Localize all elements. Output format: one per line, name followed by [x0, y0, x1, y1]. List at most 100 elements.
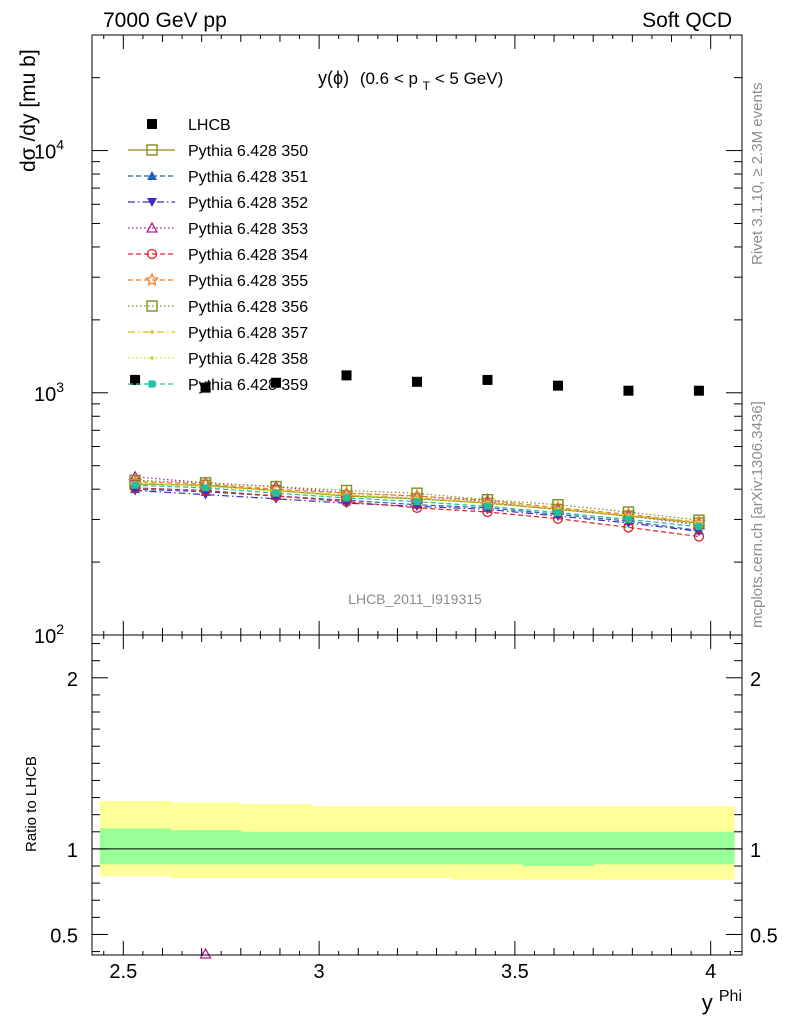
data-point: [695, 523, 703, 531]
ylabel-ratio: Ratio to LHCB: [23, 756, 40, 852]
band-inner-bin: [99, 828, 171, 865]
ratio-frame: [91, 634, 743, 956]
band-inner-bin: [663, 831, 735, 865]
band-inner-bin: [381, 831, 453, 865]
data-point: [554, 509, 562, 517]
data-point: [271, 377, 282, 388]
legend-label: Pythia 6.428 350: [188, 143, 308, 160]
ratio-y-tick-label-left: 1: [67, 840, 78, 862]
series-layer: [127, 370, 707, 959]
xlabel-base: y: [702, 990, 713, 1015]
data-point: [343, 494, 351, 502]
data-point: [483, 502, 491, 510]
data-point: [341, 370, 352, 381]
data-point: [150, 356, 154, 360]
legend-label: Pythia 6.428 358: [188, 351, 308, 368]
legend: LHCB Pythia 6.428 350 Pythia 6.428 351 Pyth…: [128, 117, 308, 394]
data-point: [144, 272, 160, 287]
data-point: [413, 498, 421, 506]
legend-label: LHCB: [188, 117, 231, 134]
x-tick-label: 4: [705, 961, 716, 983]
data-point: [272, 489, 280, 497]
data-point: [693, 531, 705, 542]
data-point: [150, 330, 154, 334]
xlabel: y Phi: [702, 988, 742, 1015]
legend-entry: Pythia 6.428 351: [128, 169, 308, 186]
y-tick-exp: 4: [56, 137, 64, 153]
series-line: [135, 487, 699, 538]
plot-title: y(ϕ) (0.6 < p T < 5 GeV): [318, 68, 503, 94]
ratio-y-tick-label-right: 0.5: [750, 925, 778, 947]
data-point: [199, 947, 212, 959]
legend-entry: Pythia 6.428 358: [128, 351, 308, 368]
data-point: [693, 385, 704, 396]
data-point: [482, 374, 493, 385]
data-point: [623, 385, 634, 396]
band-inner-bin: [311, 831, 383, 865]
analysis-label: LHCB_2011_I919315: [348, 591, 482, 607]
ratio-offscale-353: [199, 947, 212, 959]
data-point: [202, 484, 210, 492]
y-tick-base: 10: [34, 384, 56, 406]
y-tick-label: 103: [34, 379, 64, 406]
plot-title-range: (0.6 < p: [360, 69, 418, 88]
y-tick-exp: 3: [56, 379, 64, 395]
data-point: [552, 380, 563, 391]
legend-entry: Pythia 6.428 356: [128, 299, 308, 316]
legend-label: Pythia 6.428 359: [188, 377, 308, 394]
ylabel-main: dσ /dy [mu b]: [17, 49, 40, 172]
x-tick-label: 3.5: [501, 961, 529, 983]
series-lhcb: [130, 370, 704, 396]
band-inner-bin: [452, 831, 524, 865]
y-tick-base: 10: [34, 626, 56, 648]
y-tick-exp: 2: [56, 621, 64, 637]
header-left: 7000 GeV pp: [103, 9, 227, 32]
data-point: [147, 198, 157, 207]
y-tick-label: 104: [34, 137, 64, 164]
band-inner-bin: [240, 831, 312, 865]
data-point: [147, 171, 157, 180]
data-point: [146, 248, 158, 260]
ratio-y-tick-label-right: 1: [750, 840, 761, 862]
legend-entry: Pythia 6.428 350: [128, 143, 308, 160]
legend-label: Pythia 6.428 356: [188, 299, 308, 316]
legend-entry: Pythia 6.428 353: [128, 221, 308, 238]
legend-label: Pythia 6.428 354: [188, 247, 308, 264]
band-inner-bin: [593, 831, 665, 865]
ratio-y-tick-label-left: 0.5: [50, 925, 78, 947]
legend-label: Pythia 6.428 353: [188, 221, 308, 238]
xlabel-sup: Phi: [719, 988, 742, 1005]
series-line: [135, 481, 699, 523]
legend-entry: Pythia 6.428 354: [128, 247, 308, 264]
data-point: [624, 515, 632, 523]
ratio-bands: [92, 800, 742, 880]
header-right: Soft QCD: [642, 9, 732, 32]
y-tick-label: 102: [34, 621, 64, 648]
data-point: [271, 494, 282, 504]
rivet-label: Rivet 3.1.10, ≥ 2.3M events: [749, 83, 766, 266]
legend-entry: Pythia 6.428 352: [128, 195, 308, 212]
data-point: [148, 380, 156, 388]
y-tick-base: 10: [34, 142, 56, 164]
legend-entry: Pythia 6.428 359: [128, 377, 308, 394]
mcplots-label: mcplots.cern.ch [arXiv:1306.3436]: [749, 401, 766, 628]
data-point: [130, 374, 141, 385]
data-point: [128, 470, 142, 482]
plot-title-end: < 5 GeV): [435, 69, 504, 88]
legend-entry: LHCB: [147, 117, 231, 134]
data-point: [147, 119, 157, 129]
data-point: [200, 382, 211, 393]
legend-label: Pythia 6.428 352: [188, 195, 308, 212]
legend-entry: Pythia 6.428 355: [128, 272, 308, 290]
ratio-y-tick-label-left: 2: [67, 669, 78, 691]
legend-entry: Pythia 6.428 357: [128, 325, 308, 342]
ratio-y-tick-label-right: 2: [750, 669, 761, 691]
band-inner-bin: [170, 830, 242, 865]
data-point: [145, 221, 159, 233]
x-tick-label: 2.5: [109, 961, 137, 983]
data-point: [412, 376, 422, 387]
plot-title-main: y(ϕ): [318, 68, 349, 88]
plot-title-sub: T: [423, 79, 431, 93]
